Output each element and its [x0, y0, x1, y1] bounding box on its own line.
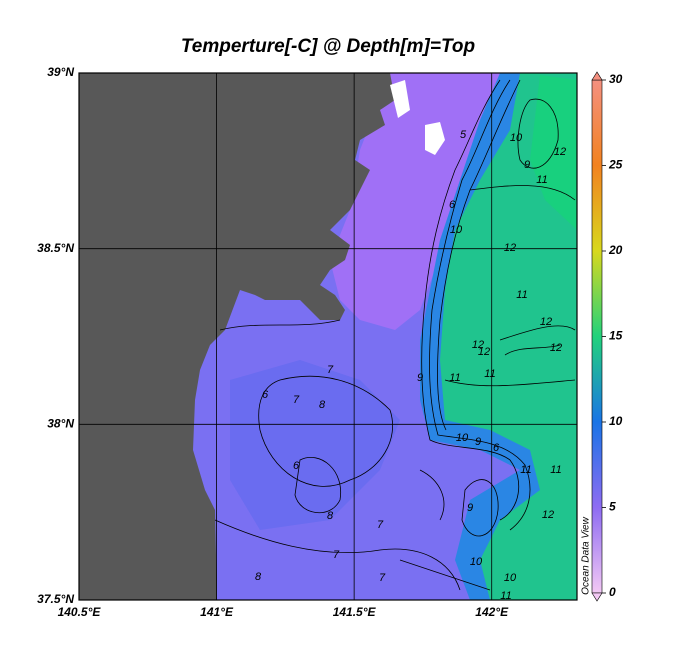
isoline [437, 79, 521, 431]
y-tick-label: 38°N [47, 417, 74, 431]
contour-label: 11 [516, 289, 527, 301]
x-tick-label: 142°E [475, 605, 509, 619]
contour-label: 10 [510, 132, 523, 144]
colorbar-tick-label: 20 [608, 243, 623, 257]
isoline [499, 325, 576, 356]
contour-label: 12 [478, 346, 490, 358]
contour-label: 7 [333, 549, 340, 561]
x-tick-label: 141°E [200, 605, 234, 619]
colorbar-tick-label: 15 [609, 329, 623, 343]
no-data [390, 80, 410, 118]
contour-label: 9 [475, 436, 481, 448]
sea-warm [440, 73, 577, 600]
contour-label: 10 [456, 432, 469, 444]
contour-label: 9 [467, 502, 473, 514]
contour-label: 11 [484, 368, 495, 380]
contour-label: 7 [379, 572, 386, 584]
isoline [461, 479, 499, 537]
contour-label: 11 [550, 464, 561, 476]
contour-label: 12 [540, 316, 552, 328]
no-data [425, 122, 445, 155]
isoline [444, 379, 576, 387]
contour-label: 7 [327, 364, 334, 376]
map-field [79, 73, 577, 600]
watermark: Ocean Data View [581, 516, 592, 594]
isoline [517, 98, 559, 169]
contour-label: 7 [377, 519, 384, 531]
contour-label: 6 [293, 460, 300, 472]
contour-label: 6 [493, 442, 500, 454]
colorbar-cap [591, 71, 603, 81]
contour-label: 8 [255, 571, 262, 583]
land [79, 73, 395, 600]
x-tick-label: 141.5°E [333, 605, 377, 619]
isoline [399, 469, 491, 591]
isoline [421, 79, 519, 521]
contour-label: 11 [449, 372, 460, 384]
isoline [214, 319, 461, 591]
isoline [469, 185, 576, 201]
colorbar-tick-label: 10 [609, 414, 623, 428]
y-tick-label: 39°N [47, 65, 74, 79]
contour-label: 12 [542, 509, 554, 521]
contour-label: 11 [536, 174, 547, 186]
colorbar-tick-label: 0 [609, 585, 616, 599]
contour-label: 11 [500, 590, 511, 602]
colorbar-tick-label: 30 [609, 72, 623, 86]
sea-cool [230, 360, 400, 530]
contour-label: 10 [470, 556, 483, 568]
isoline [294, 457, 342, 514]
contour-label: 5 [460, 129, 467, 141]
contour-label: 8 [327, 510, 334, 522]
contour-label: 12 [550, 342, 562, 354]
colorbar [591, 79, 603, 594]
contour-label: 6 [449, 199, 456, 211]
isoline [258, 375, 393, 487]
colorbar-tick-label: 25 [608, 158, 623, 172]
colorbar-tick-label: 5 [609, 500, 616, 514]
contour-label: 12 [504, 242, 516, 254]
contour-label: 9 [417, 372, 423, 384]
isoline [429, 79, 531, 531]
contour-label: 9 [524, 159, 530, 171]
contour-label: 12 [554, 146, 566, 158]
contour-label: 11 [520, 464, 531, 476]
contour-label: 10 [504, 572, 517, 584]
colorbar-cap [591, 592, 603, 602]
contour-label: 8 [319, 399, 326, 411]
contour-label: 7 [293, 394, 300, 406]
isolines [214, 79, 576, 591]
contour-label: 6 [262, 389, 269, 401]
y-tick-label: 37.5°N [37, 592, 74, 606]
contour-label: 10 [450, 224, 463, 236]
contour-label: 12 [472, 339, 484, 351]
x-tick-label: 140.5°E [58, 605, 102, 619]
y-tick-label: 38.5°N [37, 241, 74, 255]
map-title: Temperture[-C] @ Depth[m]=Top [181, 36, 475, 57]
